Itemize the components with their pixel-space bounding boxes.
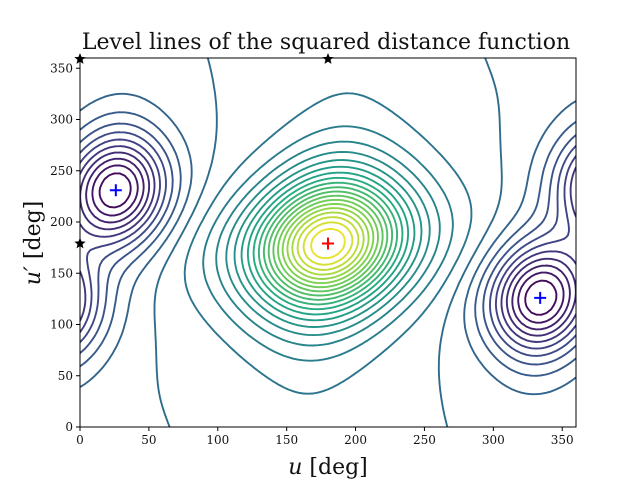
y-tick-label: 100: [50, 318, 73, 332]
contour-line: [296, 216, 360, 271]
contour-line: [302, 221, 354, 266]
contour-line: [286, 207, 370, 280]
y-tick-label: 50: [58, 369, 73, 383]
contour-line: [183, 92, 473, 395]
x-tick-label: 50: [141, 433, 156, 447]
y-axis-label: u′ [deg]: [21, 201, 46, 286]
y-axis-label-unit: [deg]: [21, 201, 46, 266]
contour-line: [272, 194, 384, 293]
contour-line: [277, 198, 379, 289]
contour-lines: [80, 58, 576, 427]
x-axis-label-var: u: [288, 455, 302, 480]
y-tick-label: 250: [50, 164, 73, 178]
contour-line: [310, 228, 346, 260]
y-tick-label: 350: [50, 61, 73, 75]
contour-line: [85, 157, 571, 331]
contour-line: [80, 111, 576, 377]
contour-line: [80, 145, 576, 343]
contour-line: [98, 172, 558, 316]
x-tick-label: 100: [206, 433, 229, 447]
plus-marker: [109, 184, 122, 197]
contour-line: [257, 181, 399, 306]
x-axis-ticks: 0 50 100 150 200 250 300 350: [76, 427, 574, 447]
contour-line: [225, 150, 431, 337]
contour-line: [233, 159, 423, 328]
y-tick-label: 0: [65, 420, 73, 434]
x-tick-label: 300: [482, 433, 505, 447]
contour-line: [91, 164, 565, 324]
x-tick-label: 0: [76, 433, 84, 447]
y-axis-label-var: u′: [21, 266, 46, 285]
x-tick-label: 250: [413, 433, 436, 447]
contour-line: [80, 131, 576, 357]
contour-line: [202, 125, 454, 362]
contour-line: [240, 165, 416, 322]
x-tick-label: 150: [275, 433, 298, 447]
contour-line: [153, 58, 503, 427]
plot-frame: [79, 57, 577, 428]
contour-line: [252, 176, 404, 311]
contour-line: [80, 122, 576, 366]
plus-marker: [322, 237, 334, 250]
contour-line: [80, 92, 576, 396]
y-tick-label: 200: [50, 215, 73, 229]
x-axis-label-unit: [deg]: [302, 455, 367, 480]
contour-line: [215, 140, 441, 347]
y-tick-label: 300: [50, 113, 73, 127]
chart-title: Level lines of the squared distance func…: [82, 30, 570, 55]
plus-marker: [534, 291, 547, 304]
y-tick-label: 150: [50, 266, 73, 280]
contour-line: [246, 171, 410, 316]
y-axis-ticks: 0 50 100 150 200 250 300 350: [50, 61, 80, 434]
contour-line: [267, 190, 389, 297]
contour-line: [80, 151, 576, 337]
contour-line: [262, 186, 394, 301]
contour-line: [80, 138, 576, 350]
x-tick-label: 200: [344, 433, 367, 447]
x-tick-label: 350: [551, 433, 574, 447]
x-axis-label: u [deg]: [288, 455, 368, 480]
contour-line: [281, 202, 375, 285]
contour-line: [291, 211, 365, 276]
